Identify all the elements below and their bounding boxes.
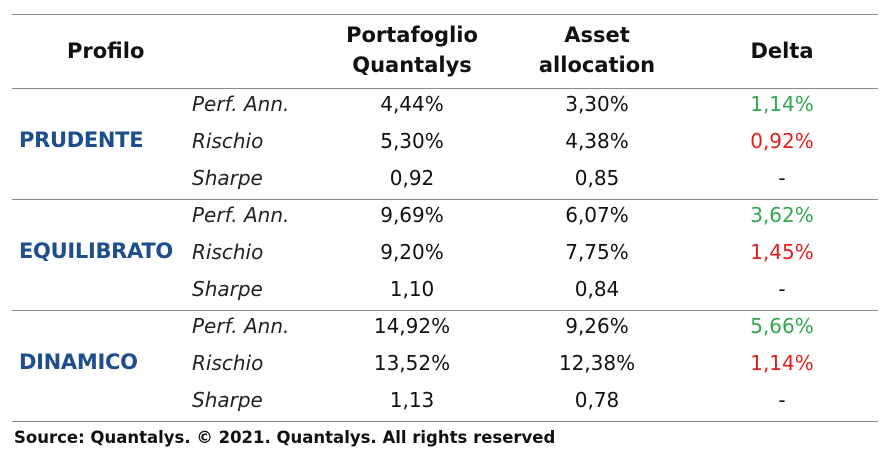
table-header: Profilo Portafoglio Quantalys Asset allo… <box>12 14 878 88</box>
header-portafoglio-line1: Portafoglio <box>346 23 478 47</box>
header-portafoglio-line2: Quantalys <box>352 53 472 77</box>
portafoglio-value: 9,69% <box>380 203 444 227</box>
asset-value: 6,07% <box>565 203 629 227</box>
table-row: Sharpe 0,92 0,85 - <box>12 162 878 199</box>
header-profilo: Profilo <box>67 39 145 63</box>
portafoglio-value: 5,30% <box>380 129 444 153</box>
delta-value: 1,14% <box>750 351 814 375</box>
metric-label: Sharpe <box>192 277 263 301</box>
portafoglio-value: 1,10 <box>389 277 435 301</box>
asset-value: 3,30% <box>565 92 629 116</box>
table-row: Perf. Ann. 4,44% 3,30% 1,14% <box>12 88 878 125</box>
header-rule <box>12 88 878 89</box>
header-delta: Delta <box>750 39 814 63</box>
portafoglio-value: 0,92 <box>389 166 435 190</box>
table-row: Perf. Ann. 9,69% 6,07% 3,62% <box>12 199 878 236</box>
metric-label: Perf. Ann. <box>192 92 290 116</box>
source-note: Source: Quantalys. © 2021. Quantalys. Al… <box>14 428 556 447</box>
group-rule <box>12 199 878 200</box>
group-prudente: PRUDENTE Perf. Ann. 4,44% 3,30% 1,14% Ri… <box>12 88 878 199</box>
header-asset-line2: allocation <box>538 53 656 77</box>
metric-label: Sharpe <box>192 166 263 190</box>
delta-value: 5,66% <box>750 314 814 338</box>
portafoglio-value: 9,20% <box>380 240 444 264</box>
delta-value: - <box>778 166 786 190</box>
table-row: Sharpe 1,13 0,78 - <box>12 384 878 421</box>
metric-label: Rischio <box>192 351 264 375</box>
bottom-rule <box>12 421 878 422</box>
portafoglio-value: 4,44% <box>380 92 444 116</box>
table-row: Rischio 5,30% 4,38% 0,92% <box>12 125 878 162</box>
table-row: Sharpe 1,10 0,84 - <box>12 273 878 310</box>
metric-label: Rischio <box>192 240 264 264</box>
header-asset-line1: Asset <box>564 23 630 47</box>
delta-value: - <box>778 388 786 412</box>
delta-value: 0,92% <box>750 129 814 153</box>
asset-value: 12,38% <box>558 351 636 375</box>
metric-label: Sharpe <box>192 388 263 412</box>
table-row: Rischio 13,52% 12,38% 1,14% <box>12 347 878 384</box>
delta-value: 1,14% <box>750 92 814 116</box>
asset-value: 0,85 <box>574 166 620 190</box>
delta-value: 1,45% <box>750 240 814 264</box>
portafoglio-value: 1,13 <box>389 388 435 412</box>
portafoglio-value: 14,92% <box>373 314 451 338</box>
delta-value: 3,62% <box>750 203 814 227</box>
group-rule <box>12 310 878 311</box>
asset-value: 9,26% <box>565 314 629 338</box>
metric-label: Perf. Ann. <box>192 314 290 338</box>
asset-value: 7,75% <box>565 240 629 264</box>
portafoglio-value: 13,52% <box>373 351 451 375</box>
header-asset-allocation: Asset allocation <box>517 20 677 80</box>
table-row: Perf. Ann. 14,92% 9,26% 5,66% <box>12 310 878 347</box>
delta-value: - <box>778 277 786 301</box>
top-rule <box>12 14 878 15</box>
table-row: Rischio 9,20% 7,75% 1,45% <box>12 236 878 273</box>
asset-value: 0,84 <box>574 277 620 301</box>
metric-label: Rischio <box>192 129 264 153</box>
group-dinamico: DINAMICO Perf. Ann. 14,92% 9,26% 5,66% R… <box>12 310 878 421</box>
header-portafoglio: Portafoglio Quantalys <box>332 20 492 80</box>
metric-label: Perf. Ann. <box>192 203 290 227</box>
group-name: PRUDENTE <box>19 128 144 152</box>
asset-value: 4,38% <box>565 129 629 153</box>
group-name: EQUILIBRATO <box>19 239 173 263</box>
asset-value: 0,78 <box>574 388 620 412</box>
group-equilibrato: EQUILIBRATO Perf. Ann. 9,69% 6,07% 3,62%… <box>12 199 878 310</box>
group-name: DINAMICO <box>19 350 138 374</box>
